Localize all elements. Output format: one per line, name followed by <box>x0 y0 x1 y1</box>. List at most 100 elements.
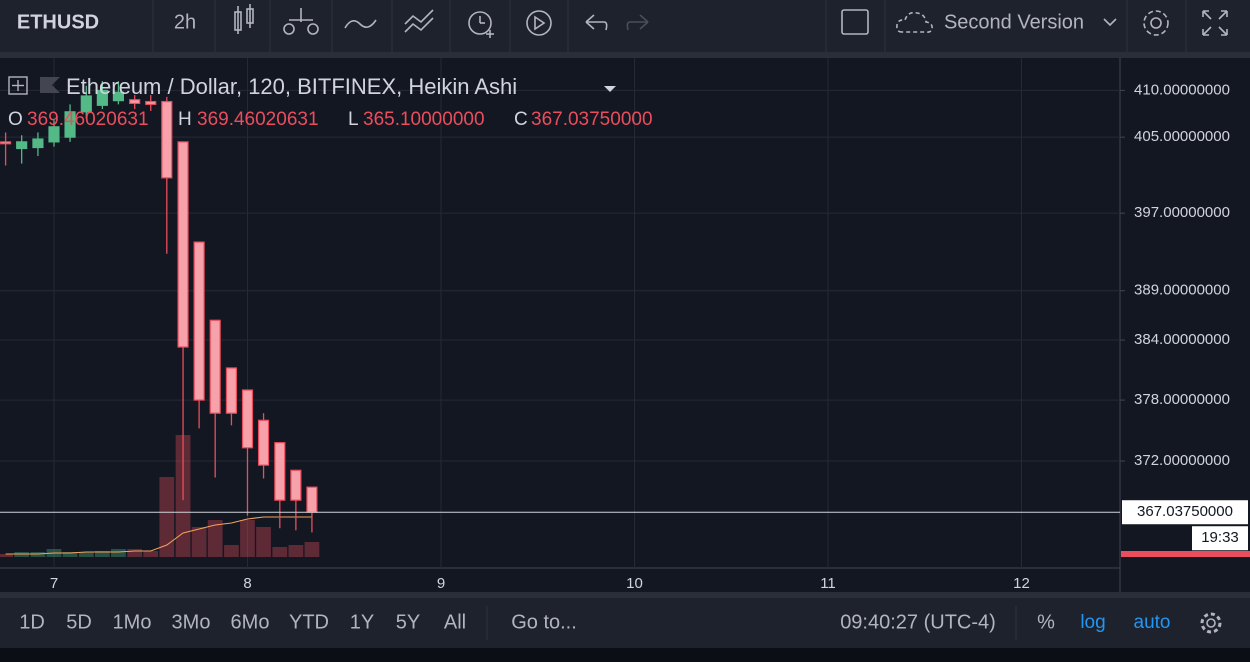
x-tick-label: 7 <box>50 575 58 592</box>
layout-menu-arrow[interactable] <box>1103 18 1117 27</box>
candle-body <box>48 126 60 143</box>
undo-icon[interactable] <box>585 14 608 31</box>
legend-flag[interactable] <box>40 77 60 93</box>
range-button[interactable]: 1Y <box>350 611 374 633</box>
candle-body <box>225 367 238 414</box>
volume-bar <box>288 545 304 557</box>
low-value: 365.10000000 <box>363 109 485 130</box>
x-tick-label: 11 <box>820 575 836 592</box>
x-tick-label: 10 <box>626 575 643 592</box>
candle-body <box>129 99 141 105</box>
fullscreen-icon[interactable] <box>1202 10 1228 36</box>
y-tick-label: 405.00000000 <box>1134 128 1230 145</box>
range-button[interactable]: All <box>444 611 466 633</box>
range-button[interactable]: 1D <box>19 611 45 633</box>
replay-icon[interactable] <box>526 10 552 36</box>
open-label: O <box>8 109 23 130</box>
volume-bar <box>256 527 271 557</box>
candle-body <box>257 419 270 466</box>
candle-body <box>209 319 221 414</box>
chart-style-icon[interactable] <box>234 4 254 34</box>
range-button[interactable]: 3Mo <box>172 611 211 633</box>
log-button[interactable]: log <box>1080 612 1105 633</box>
range-button[interactable]: YTD <box>289 611 329 633</box>
plot <box>0 58 1125 568</box>
price-marker <box>1121 551 1250 557</box>
y-tick-label: 378.00000000 <box>1134 391 1230 408</box>
volume-bar <box>127 549 143 557</box>
y-tick-label: 397.00000000 <box>1134 204 1230 221</box>
volume-bar <box>272 547 288 557</box>
taskbar <box>0 648 1250 662</box>
divider <box>0 592 1250 598</box>
percent-button[interactable]: % <box>1037 611 1055 633</box>
indicators-icon[interactable] <box>283 8 319 35</box>
candle-body <box>290 469 302 501</box>
templates-icon[interactable] <box>404 9 434 33</box>
interval-button[interactable]: 2h <box>174 11 196 33</box>
y-tick-label: 410.00000000 <box>1134 81 1230 98</box>
volume-bar <box>78 552 94 557</box>
candle-body <box>0 141 12 145</box>
countdown-box <box>1192 526 1248 551</box>
divider <box>0 52 1250 58</box>
y-tick-label: 384.00000000 <box>1134 331 1230 348</box>
series-title[interactable]: Ethereum / Dollar, 120, BITFINEX, Heikin… <box>66 74 517 99</box>
last-price-box <box>1122 500 1248 525</box>
range-button[interactable]: 6Mo <box>231 611 270 633</box>
volume-bar <box>159 477 175 557</box>
x-tick-label: 9 <box>437 575 445 592</box>
candle-body <box>193 241 205 401</box>
x-tick-label: 8 <box>243 575 251 592</box>
candle-body <box>32 138 44 149</box>
close-label: C <box>514 109 528 130</box>
candle-body <box>16 141 28 150</box>
candle-body <box>177 141 189 348</box>
legend-toggle[interactable] <box>8 76 28 95</box>
high-value: 369.46020631 <box>197 109 319 130</box>
close-value: 367.03750000 <box>531 109 653 130</box>
range-button[interactable]: 1Mo <box>113 611 152 633</box>
open-value: 369.46020631 <box>27 109 149 130</box>
volume-ma-line <box>5 516 312 555</box>
candle-body <box>161 100 173 179</box>
layout-icon[interactable] <box>841 9 869 35</box>
compare-icon[interactable] <box>344 19 377 29</box>
high-label: H <box>178 109 192 130</box>
volume-bar <box>304 542 320 557</box>
cloud-icon[interactable] <box>896 11 933 33</box>
redo-icon[interactable] <box>626 14 649 31</box>
range-buttons: 1D 5D 1Mo 3Mo 6Mo YTD 1Y 5Y All <box>19 611 466 633</box>
settings-icon[interactable] <box>1143 10 1169 36</box>
y-tick-label: 372.00000000 <box>1134 452 1230 469</box>
candle-body <box>112 91 125 102</box>
range-button[interactable]: 5D <box>66 611 92 633</box>
y-tick-label: 389.00000000 <box>1134 282 1230 299</box>
volume-bar <box>207 520 223 557</box>
axis-settings-icon[interactable] <box>1200 612 1222 634</box>
series-menu-arrow[interactable] <box>604 86 616 92</box>
volume-bar <box>191 527 207 557</box>
candle-body <box>145 100 157 105</box>
auto-button[interactable]: auto <box>1134 612 1171 633</box>
volume-bar <box>240 520 255 557</box>
layout-name[interactable]: Second Version <box>944 11 1084 33</box>
clock[interactable]: 09:40:27 (UTC-4) <box>840 611 996 633</box>
alert-icon[interactable] <box>468 11 494 38</box>
candle-body <box>306 486 318 513</box>
goto-button[interactable]: Go to... <box>511 611 577 633</box>
candle-body <box>80 95 92 113</box>
volume-bar <box>143 551 159 557</box>
candle-body <box>241 389 254 449</box>
volume-bar <box>111 549 126 557</box>
volume-bar <box>224 545 239 557</box>
volume-bar <box>0 554 13 557</box>
volume-bar <box>62 552 78 557</box>
range-button[interactable]: 5Y <box>396 611 420 633</box>
candle-body <box>96 89 108 106</box>
bottom-toolbar <box>0 598 1250 648</box>
legend: Ethereum / Dollar, 120, BITFINEX, Heikin… <box>8 74 653 130</box>
symbol-button[interactable]: ETHUSD <box>17 11 99 33</box>
